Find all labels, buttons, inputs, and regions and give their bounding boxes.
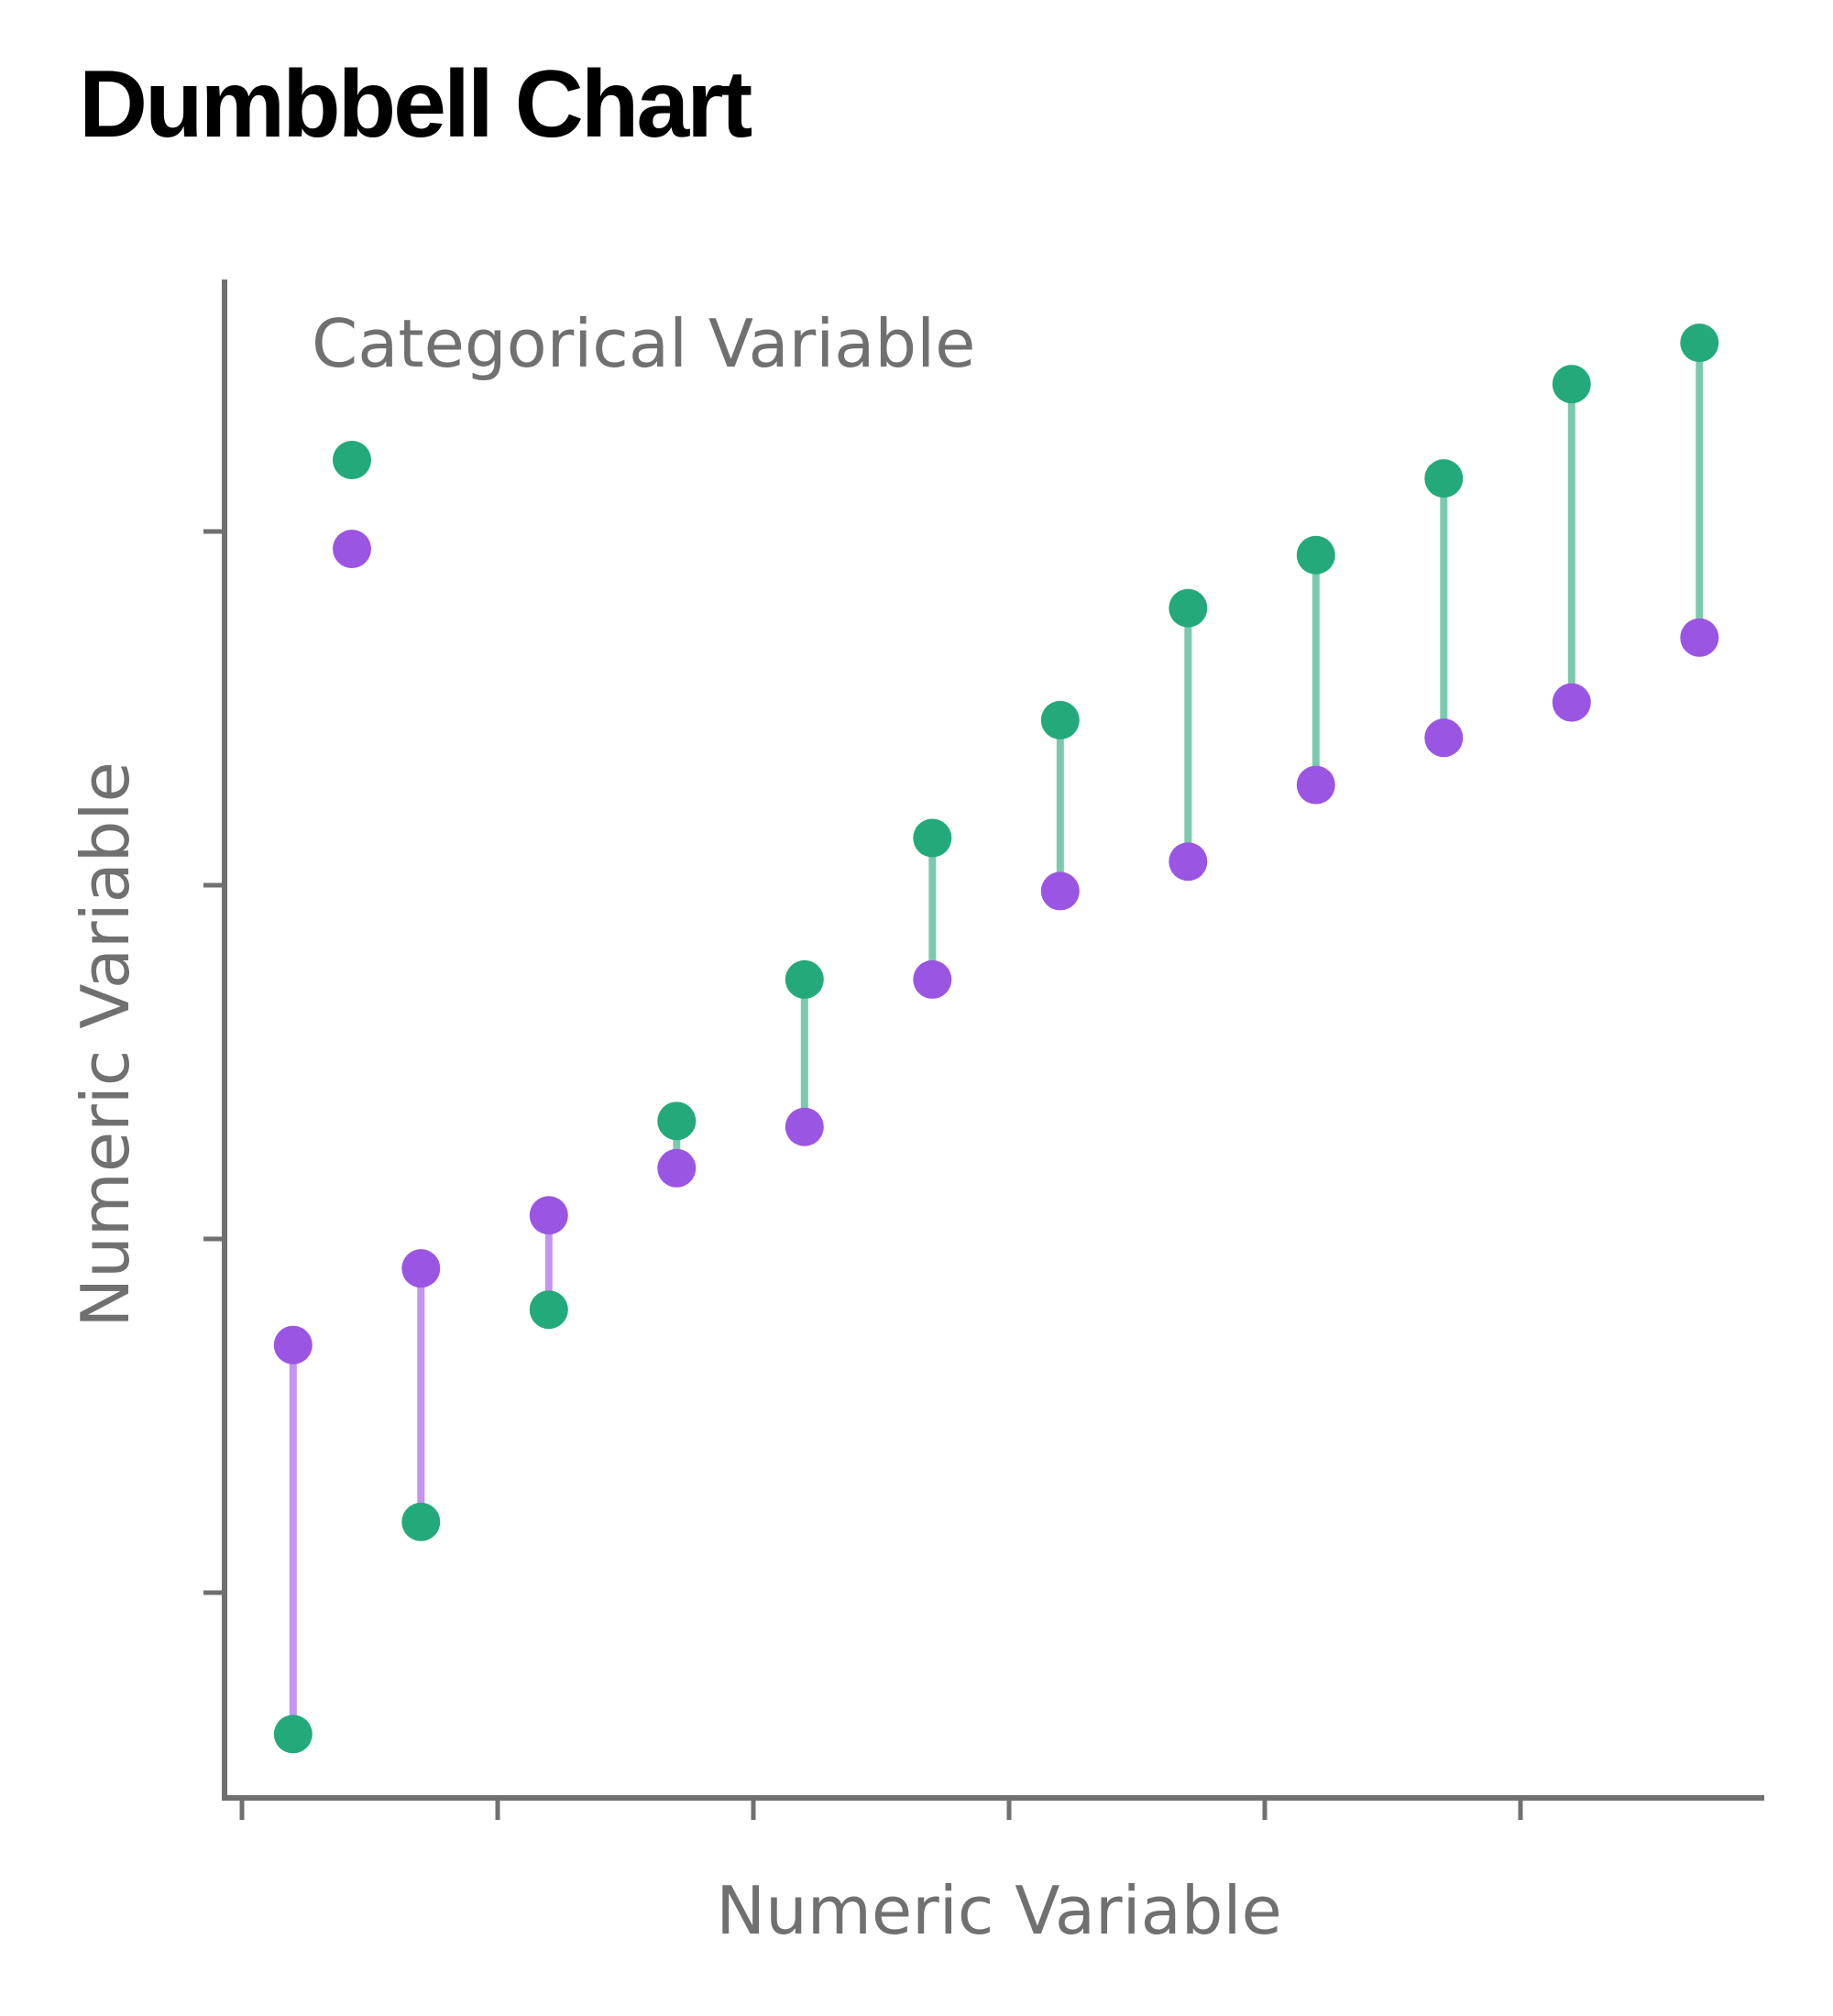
legend-title: Categorical Variable	[312, 305, 975, 382]
point-purple-5	[913, 959, 952, 999]
point-green-0	[273, 1715, 313, 1754]
dumbbells	[273, 323, 1719, 1754]
chart-title: Dumbbell Chart	[79, 51, 752, 158]
point-purple-2	[529, 1196, 568, 1235]
legend-swatch-green	[333, 441, 371, 479]
point-green-11	[1680, 323, 1719, 363]
point-purple-6	[1040, 871, 1080, 911]
point-purple-8	[1296, 765, 1335, 805]
point-green-5	[913, 818, 952, 858]
point-purple-4	[785, 1107, 824, 1146]
point-green-6	[1040, 700, 1080, 740]
point-purple-3	[657, 1148, 697, 1188]
point-green-10	[1552, 365, 1591, 404]
point-purple-10	[1552, 683, 1591, 722]
axes	[203, 279, 1764, 1820]
point-purple-11	[1680, 618, 1719, 657]
legend: Categorical Variable	[312, 305, 975, 568]
point-green-2	[529, 1290, 568, 1330]
x-axis-label: Numeric Variable	[716, 1872, 1282, 1949]
y-axis-label: Numeric Variable	[67, 761, 144, 1328]
legend-swatch-purple	[333, 530, 371, 568]
point-green-4	[785, 959, 824, 999]
point-purple-0	[273, 1325, 313, 1364]
point-purple-7	[1169, 842, 1208, 882]
point-green-3	[657, 1101, 697, 1141]
point-purple-9	[1424, 718, 1464, 758]
point-green-8	[1296, 535, 1335, 575]
point-green-9	[1424, 459, 1464, 499]
point-green-1	[401, 1502, 441, 1541]
point-green-7	[1169, 588, 1208, 628]
point-purple-1	[401, 1249, 441, 1288]
